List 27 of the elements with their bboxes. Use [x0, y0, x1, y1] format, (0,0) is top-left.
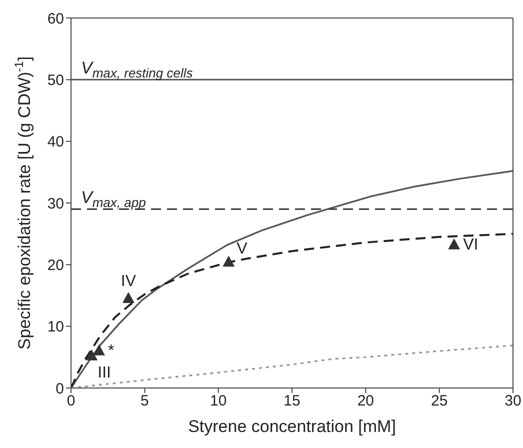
x-tick-label: 20: [357, 392, 374, 410]
y-tick-label: 50: [47, 72, 64, 89]
x-tick-label: 10: [210, 392, 227, 410]
x-tick-label: 15: [284, 392, 300, 410]
ref-line-label: V$_{max, app}$: [81, 188, 146, 210]
point: [448, 238, 460, 250]
y-tick-label: 60: [47, 10, 64, 28]
annotation: VI: [463, 236, 478, 254]
x-tick-label: 5: [140, 392, 149, 410]
annotation: IV: [120, 272, 136, 290]
y-tick-label: 40: [47, 134, 64, 151]
x-tick-label: 0: [66, 392, 76, 410]
point: [122, 292, 134, 303]
x-tick-label: 30: [504, 392, 522, 410]
y-tick-label: 20: [47, 256, 64, 274]
annotation: V: [236, 240, 248, 258]
point: [86, 349, 98, 360]
point: [222, 256, 235, 267]
annotation: III: [98, 364, 111, 382]
y-tick-label: 10: [47, 318, 64, 336]
x-axis-title: Styrene concentration [mM]: [188, 417, 396, 436]
y-tick-label: 0: [56, 380, 64, 398]
point: [92, 344, 105, 356]
annotation: *: [108, 342, 114, 360]
x-tick-label: 25: [430, 392, 448, 410]
y-tick-label: 30: [47, 195, 64, 212]
ref-line-label: V$_{max, resting cells}$: [81, 58, 194, 81]
